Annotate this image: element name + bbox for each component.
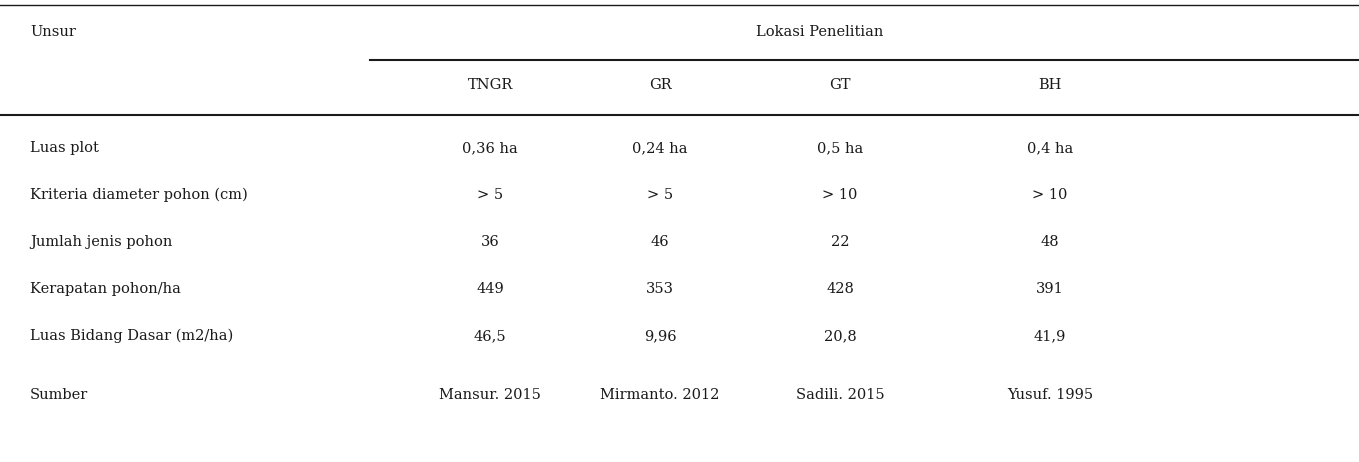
Text: Jumlah jenis pohon: Jumlah jenis pohon — [30, 235, 173, 249]
Text: Luas Bidang Dasar (m2/ha): Luas Bidang Dasar (m2/ha) — [30, 329, 234, 343]
Text: 36: 36 — [481, 235, 499, 249]
Text: 449: 449 — [476, 282, 504, 296]
Text: 46: 46 — [651, 235, 670, 249]
Text: Kerapatan pohon/ha: Kerapatan pohon/ha — [30, 282, 181, 296]
Text: 9,96: 9,96 — [644, 329, 677, 343]
Text: 20,8: 20,8 — [824, 329, 856, 343]
Text: Sadili. 2015: Sadili. 2015 — [795, 388, 885, 402]
Text: BH: BH — [1038, 78, 1061, 92]
Text: > 10: > 10 — [822, 188, 858, 202]
Text: 0,5 ha: 0,5 ha — [817, 141, 863, 155]
Text: 0,36 ha: 0,36 ha — [462, 141, 518, 155]
Text: GR: GR — [648, 78, 671, 92]
Text: 22: 22 — [830, 235, 849, 249]
Text: GT: GT — [829, 78, 851, 92]
Text: Luas plot: Luas plot — [30, 141, 99, 155]
Text: TNGR: TNGR — [467, 78, 512, 92]
Text: 0,4 ha: 0,4 ha — [1027, 141, 1074, 155]
Text: 428: 428 — [826, 282, 853, 296]
Text: > 5: > 5 — [647, 188, 673, 202]
Text: 391: 391 — [1036, 282, 1064, 296]
Text: Mansur. 2015: Mansur. 2015 — [439, 388, 541, 402]
Text: 46,5: 46,5 — [474, 329, 507, 343]
Text: > 10: > 10 — [1033, 188, 1068, 202]
Text: Sumber: Sumber — [30, 388, 88, 402]
Text: 353: 353 — [646, 282, 674, 296]
Text: Yusuf. 1995: Yusuf. 1995 — [1007, 388, 1093, 402]
Text: Kriteria diameter pohon (cm): Kriteria diameter pohon (cm) — [30, 188, 247, 202]
Text: Unsur: Unsur — [30, 25, 76, 39]
Text: 48: 48 — [1041, 235, 1059, 249]
Text: 41,9: 41,9 — [1034, 329, 1067, 343]
Text: > 5: > 5 — [477, 188, 503, 202]
Text: Mirmanto. 2012: Mirmanto. 2012 — [601, 388, 720, 402]
Text: Lokasi Penelitian: Lokasi Penelitian — [757, 25, 883, 39]
Text: 0,24 ha: 0,24 ha — [632, 141, 688, 155]
